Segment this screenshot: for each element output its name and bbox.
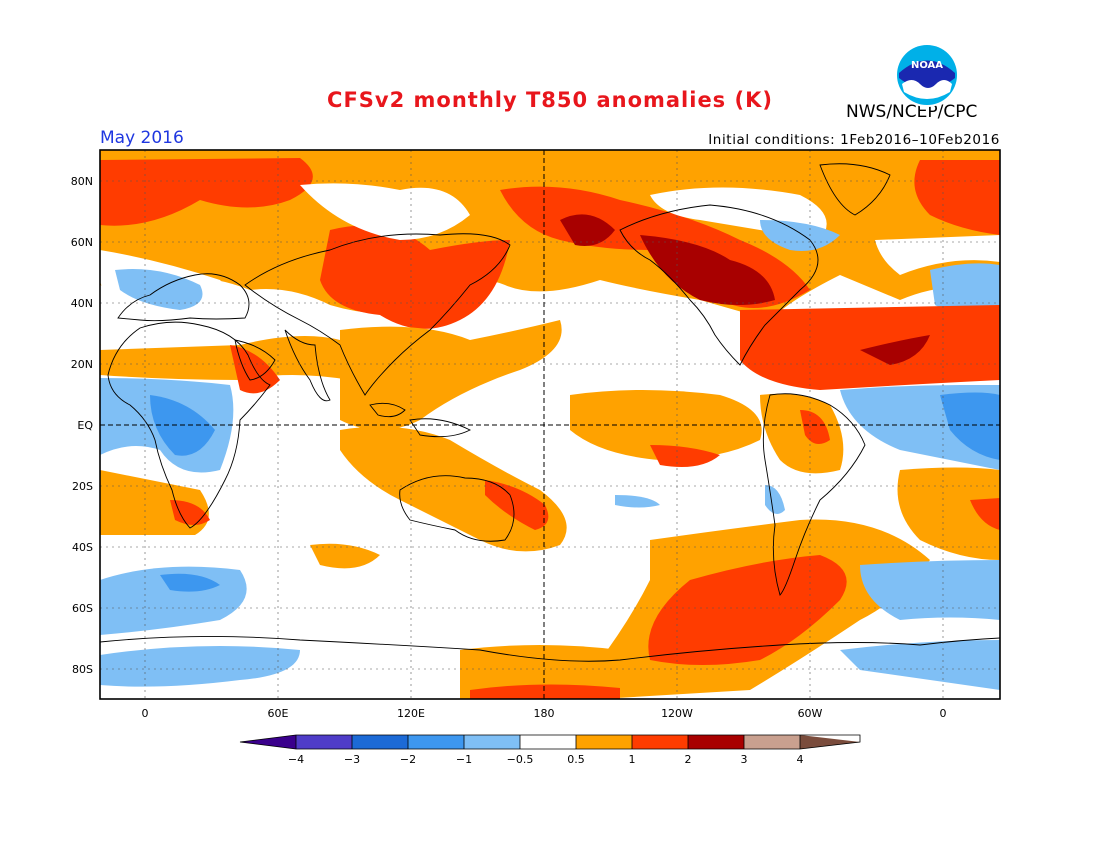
legend-label: −1	[456, 753, 472, 766]
anomaly-region	[340, 426, 567, 552]
initial-conditions-label: Initial conditions: 1Feb2016–10Feb2016	[708, 132, 1000, 148]
org-label: NWS/NCEP/CPC	[846, 102, 978, 122]
anomaly-region	[160, 573, 220, 592]
anomaly-region	[740, 305, 1000, 390]
anomaly-region	[760, 220, 840, 251]
legend-label: 2	[685, 753, 692, 766]
lat-tick-label: 40N	[71, 297, 93, 310]
anomaly-region	[800, 410, 830, 444]
anomaly-region	[100, 158, 313, 226]
legend-label: −2	[400, 753, 416, 766]
anomaly-region	[840, 640, 1000, 690]
lat-tick-label: 20S	[72, 480, 93, 493]
lon-tick-label: 180	[534, 707, 555, 720]
legend-label: −0.5	[507, 753, 534, 766]
lon-tick-labels: 0 60E 120E 180 120W 60W 0	[142, 707, 947, 720]
legend-swatch	[352, 735, 408, 749]
anomaly-region	[170, 500, 210, 525]
legend-label: 0.5	[567, 753, 585, 766]
lat-tick-label: 60N	[71, 236, 93, 249]
legend-swatch	[408, 735, 464, 749]
legend-swatch	[520, 735, 576, 749]
lat-tick-label: 80S	[72, 663, 93, 676]
anomaly-region	[875, 235, 1000, 275]
anomaly-region	[100, 336, 350, 380]
logo-text: NOAA	[911, 60, 943, 71]
lon-tick-label: 60W	[798, 707, 823, 720]
legend-swatch	[464, 735, 520, 749]
legend-swatch	[632, 735, 688, 749]
lon-tick-label: 120W	[661, 707, 693, 720]
anomaly-region	[320, 225, 510, 329]
anomaly-region	[340, 320, 562, 430]
anomaly-region	[310, 543, 380, 569]
legend-label: 3	[741, 753, 748, 766]
anomaly-region	[860, 335, 930, 365]
anomaly-region	[460, 645, 635, 699]
legend-labels: −4 −3 −2 −1 −0.5 0.5 1 2 3 4	[288, 753, 804, 766]
anomaly-region	[470, 684, 620, 699]
anomaly-region	[897, 467, 1000, 560]
anomaly-region	[300, 183, 470, 240]
anomaly-region	[485, 480, 549, 530]
anomaly-region	[760, 393, 844, 474]
lat-tick-label: 20N	[71, 358, 93, 371]
anomaly-region	[100, 646, 300, 687]
legend-label: 1	[629, 753, 636, 766]
lon-tick-label: 60E	[268, 707, 289, 720]
legend-swatch	[576, 735, 632, 749]
map-title: CFSv2 monthly T850 anomalies (K)	[327, 88, 773, 112]
lon-tick-label: 120E	[397, 707, 425, 720]
forecast-month-label: May 2016	[100, 128, 184, 148]
lat-tick-labels: 80N 60N 40N 20N EQ 20S 40S 60S 80S	[71, 175, 94, 676]
lat-tick-label: 80N	[71, 175, 93, 188]
legend-label: −3	[344, 753, 360, 766]
lat-tick-label: 40S	[72, 541, 93, 554]
anomaly-region	[860, 560, 1000, 620]
legend-label: 4	[797, 753, 804, 766]
equator-dateline	[100, 150, 1000, 699]
legend-swatch	[744, 735, 800, 749]
legend-swatch	[800, 735, 860, 749]
legend-label: −4	[288, 753, 304, 766]
legend-swatch	[688, 735, 744, 749]
anomaly-region	[650, 445, 720, 468]
anomaly-region	[648, 555, 847, 665]
lon-tick-label: 0	[940, 707, 947, 720]
coastlines	[100, 163, 1000, 662]
legend-swatch	[296, 735, 352, 749]
anomaly-region	[615, 495, 660, 508]
anomaly-region	[640, 235, 775, 305]
lat-tick-label: 60S	[72, 602, 93, 615]
lat-tick-label: EQ	[77, 419, 93, 432]
anomaly-region	[970, 498, 1000, 530]
anomaly-region	[914, 160, 1000, 235]
anomaly-region	[560, 214, 615, 246]
lon-tick-label: 0	[142, 707, 149, 720]
graticule	[100, 150, 1000, 699]
anomaly-region	[570, 390, 762, 460]
color-legend: −4 −3 −2 −1 −0.5 0.5 1 2 3 4	[239, 734, 861, 766]
noaa-logo-icon: NOAA	[895, 43, 959, 107]
anomaly-region	[940, 392, 1000, 460]
map-frame	[99, 149, 1001, 700]
legend-swatch	[240, 735, 296, 749]
